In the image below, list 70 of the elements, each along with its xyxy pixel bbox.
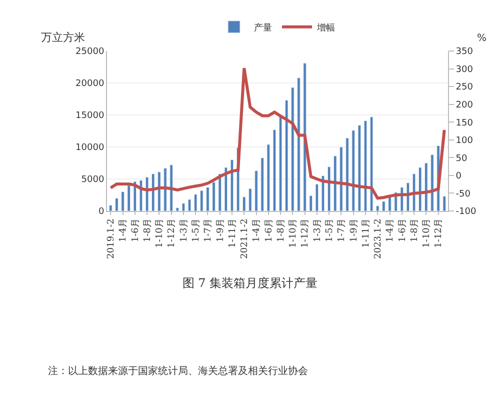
bar	[315, 184, 319, 211]
text: 图 7 集装箱月度累计产量	[182, 276, 318, 290]
x-tick-label: 2019.1-2	[106, 218, 117, 259]
bar	[109, 204, 112, 211]
bar	[127, 185, 130, 211]
x-tick-label: 1-11月	[361, 218, 372, 248]
x-tick-label: 1-10月	[422, 218, 432, 248]
x-tick-label: 2023.1-2	[374, 218, 384, 259]
x-tick-label: 1-4月	[386, 218, 396, 242]
bar	[248, 188, 252, 211]
y-tick-label: 0	[98, 207, 104, 218]
y2-tick-label: -50	[456, 189, 471, 200]
x-tick-label: 1-4月	[118, 218, 129, 242]
bar	[212, 182, 216, 211]
y-tick-label: 20000	[76, 79, 104, 90]
bar	[206, 187, 210, 211]
y-axis-title: 万立方米	[41, 31, 85, 44]
y-tick-label: 10000	[76, 143, 104, 154]
x-tick-label: 1-8月	[142, 218, 153, 242]
x-tick-label: 1-6月	[130, 218, 141, 242]
x-tick-label: 1-11月	[228, 218, 238, 248]
x-tick-label: 1-7月	[204, 218, 214, 242]
legend-label: 产量	[254, 22, 272, 34]
x-tick-label: 1-9月	[349, 218, 360, 242]
x-tick-label: 1-10月	[155, 218, 166, 248]
bar	[242, 196, 246, 211]
line-series	[109, 66, 446, 200]
y2-tick-label: 200	[456, 100, 474, 110]
bar	[382, 201, 386, 211]
x-tick-label: 1-10月	[288, 218, 299, 248]
x-tick-label: 1-12月	[434, 218, 444, 248]
x-tick-label: 1-12月	[300, 218, 311, 248]
y-tick-label: 25000	[76, 47, 104, 58]
y2-tick-label: 50	[456, 154, 468, 164]
x-tick-label: 1-9月	[216, 218, 226, 242]
x-tick-label: 1-12月	[167, 218, 178, 248]
bar	[121, 192, 124, 211]
x-tick-label: 1-8月	[276, 218, 286, 242]
x-tick-label: 1-3月	[179, 218, 190, 242]
bar	[376, 206, 380, 211]
bar	[442, 196, 446, 211]
x-tick-label: 1-6月	[264, 218, 274, 242]
y2-tick-label: 0	[456, 172, 462, 182]
y2-tick-label: 300	[456, 64, 474, 75]
y2-tick-label: 150	[456, 118, 474, 128]
x-tick-label: 1-5月	[324, 218, 335, 242]
bar	[200, 190, 204, 211]
y2-tick-label: -100	[456, 207, 476, 218]
x-tick-label: 1-3月	[312, 218, 323, 242]
y-tick-label: 15000	[76, 111, 104, 122]
y2-tick-label: 250	[456, 82, 474, 93]
y-tick-label: 5000	[81, 175, 104, 186]
bar	[309, 195, 312, 211]
y2-tick-label: 350	[456, 47, 474, 58]
bar	[188, 199, 192, 211]
bar	[182, 203, 186, 211]
bar	[115, 198, 118, 211]
x-tick-label: 1-5月	[192, 218, 202, 242]
legend-label: 增幅	[316, 22, 335, 34]
bar	[194, 194, 198, 211]
x-tick-label: 1-4月	[252, 218, 262, 242]
text: 注：以上数据来源于国家统计局、海关总署及相关行业协会	[48, 365, 308, 377]
y2-tick-label: 100	[456, 136, 474, 146]
bar	[176, 208, 179, 211]
x-tick-label: 1-6月	[398, 218, 408, 242]
y2-axis-title: %	[477, 33, 487, 44]
bar	[388, 196, 392, 211]
x-tick-label: 1-8月	[410, 218, 420, 242]
x-tick-label: 2021.1-2	[240, 218, 250, 259]
x-tick-label: 1-7月	[337, 218, 348, 242]
